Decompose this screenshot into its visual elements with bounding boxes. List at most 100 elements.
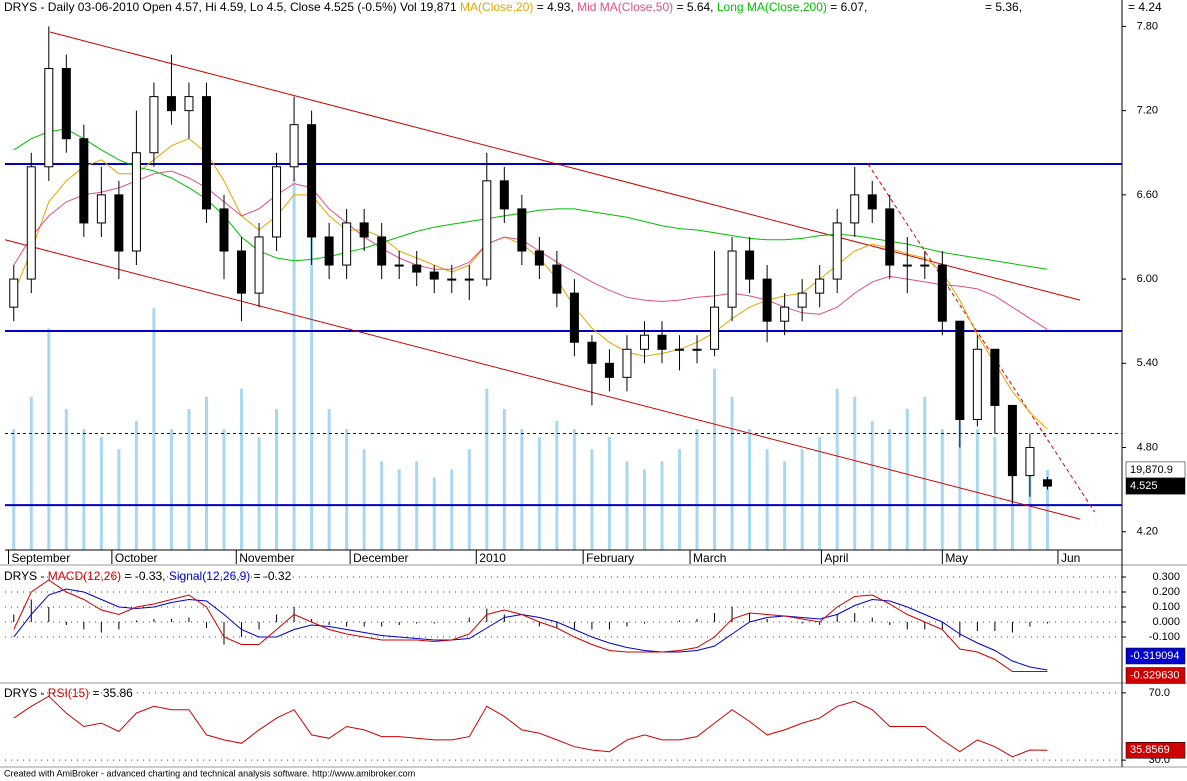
volume-last: 19,870.9 [1125,461,1186,479]
y-tick-label: 7.80 [1137,20,1158,32]
candle-body [219,208,229,252]
panel-title: DRYS - MACD(12,26) = -0.33, Signal(12,26… [4,569,292,583]
candle-body [1042,479,1052,487]
volume-bar [169,429,173,550]
volume-bar [537,437,541,550]
candle-body [184,96,194,112]
candle-body [569,292,579,343]
candle-body [657,334,667,350]
candle-body [832,222,842,280]
candle-body [622,348,632,378]
trend-line [4,239,1081,520]
volume-bar [730,396,734,550]
volume-bar [695,429,699,550]
volume-bar [713,368,717,550]
y-tick-label: 0.100 [1152,601,1180,613]
rsi-last: 35.8569 [1125,742,1186,759]
candle-body [587,341,597,364]
panel-title: DRYS - RSI(15) = 35.86 [4,686,133,700]
candle-body [464,278,474,281]
label-text: 35.8569 [1130,744,1170,756]
moving-average [13,138,1048,430]
volume-bar [748,429,752,550]
title-part: = -0.33, [121,569,169,583]
label-text: -0.329630 [1130,669,1180,681]
volume-bar [678,449,682,550]
label-box [1125,647,1186,665]
candle-body [272,166,282,238]
title-part: DRYS - [4,686,48,700]
x-tick-label: March [693,551,726,565]
header-extra: = 5.36, [985,0,1022,14]
volume-bar [275,408,279,550]
volume-bar [345,429,349,550]
volume-bar [99,437,103,550]
candle-body [727,250,737,308]
volume-bar [485,388,489,550]
x-tick-label: Jun [1061,551,1080,565]
candle-body [61,68,71,140]
volume-bar [204,396,208,550]
volume-bar [975,429,979,550]
volume-bar [800,449,804,550]
candle-body [780,306,790,322]
candle-body [96,194,106,224]
candle-body [920,264,930,267]
candle-body [429,271,439,280]
volume-bar [642,469,646,550]
signal-last: -0.319094 [1125,647,1186,665]
volume-bar [940,429,944,550]
x-tick-label: April [824,551,848,565]
macd-last: -0.329630 [1125,667,1186,684]
candle-body [675,348,685,351]
candle-body [44,68,54,168]
volume-bar [29,396,33,550]
label-text: 19,870.9 [1130,464,1173,476]
candle-body [1025,447,1035,477]
moving-average [13,128,1048,270]
volume-bar [905,408,909,550]
volume-bar [362,449,366,550]
candle-body [762,278,772,322]
candle-body [9,278,19,308]
candle-body [482,180,492,280]
volume-bar [310,195,314,551]
label-box [1125,742,1186,759]
volume-bar [993,437,997,550]
title-part: = 4.93, [533,0,577,14]
candle-body [377,236,387,266]
title-part: Signal(12,26,9) [169,569,250,583]
title-part: = 6.07, [827,0,867,14]
title-part: = 5.64, [673,0,717,14]
macd-line [13,579,1048,672]
y-tick-label: 7.20 [1137,105,1158,117]
signal-line [13,588,1048,671]
header-right: = 4.24 [1128,0,1162,14]
label-box [1125,667,1186,684]
trend-line [49,31,1081,301]
title-part: Mid MA(Close,50) [577,0,673,14]
volume-bar [765,449,769,550]
title-part: DRYS - [4,569,48,583]
y-tick-label: 4.80 [1137,441,1158,453]
candle-body [972,348,982,420]
candle-body [850,194,860,224]
candle-body [26,166,36,280]
candle-body [517,208,527,252]
candle-body [534,250,544,266]
candle-body [342,222,352,266]
candle-body [990,348,1000,406]
volume-bar [888,429,892,550]
x-tick-label: May [945,551,968,565]
candle-body [692,348,702,351]
label-box [1125,477,1186,495]
volume-bar [467,449,471,550]
candle-body [885,208,895,266]
x-tick-label: February [586,551,634,565]
trend-line [867,163,1096,513]
volume-bar [134,421,138,550]
x-tick-label: December [353,551,408,565]
volume-bar [835,388,839,550]
